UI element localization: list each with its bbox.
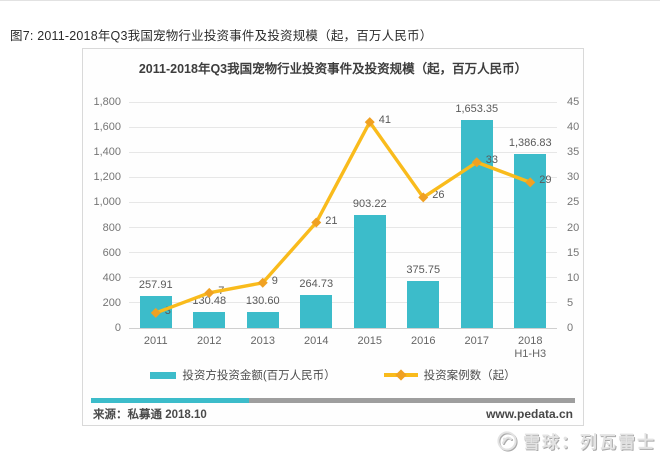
line-point-marker [418, 192, 429, 203]
diamond-marker-icon [394, 368, 407, 381]
x-axis-label: 2011 [143, 335, 168, 347]
y-axis-left-tick: 1,000 [93, 196, 121, 209]
figure-caption: 图7: 2011-2018年Q3我国宠物行业投资事件及投资规模（起，百万人民币） [10, 29, 433, 43]
line-value-label: 9 [271, 274, 278, 287]
y-axis-right-tick: 15 [567, 246, 580, 259]
y-axis-left-tick: 600 [102, 246, 121, 259]
y-axis-left-tick: 400 [102, 271, 121, 284]
y-axis-left-tick: 0 [114, 322, 121, 334]
bar-2016 [407, 280, 440, 328]
y-axis-left-tick: 1,400 [93, 146, 121, 159]
line-value-label: 29 [539, 174, 552, 187]
bar-value-label: 375.75 [406, 263, 441, 276]
y-axis-right-tick: 0 [567, 322, 574, 334]
line-value-label: 26 [432, 189, 445, 202]
line-value-label: 3 [164, 304, 171, 317]
xueqiu-logo-icon [497, 430, 517, 451]
x-axis-label: 2018 H1-H3 [514, 335, 547, 360]
bar-value-label: 264.73 [299, 277, 334, 290]
line-value-label: 21 [325, 214, 338, 227]
line-point-marker [525, 177, 536, 188]
chart-panel: 2011-2018年Q3我国宠物行业投资事件及投资规模（起，百万人民币） 257… [82, 48, 584, 426]
watermark-text: 雪球：列瓦雷士 [523, 433, 656, 452]
y-axis-right-tick: 5 [567, 296, 574, 309]
y-axis-right-tick: 40 [567, 121, 580, 134]
y-axis-right-tick: 30 [567, 171, 580, 184]
y-axis-right-tick: 45 [567, 96, 580, 108]
bar-value-label: 903.22 [352, 197, 387, 210]
bar-value-label: 257.91 [138, 278, 173, 291]
gridline [129, 252, 557, 254]
line-point-marker [471, 157, 482, 168]
legend-item-case-count: 投资案例数（起） [383, 367, 516, 383]
x-axis-label: 2012 [197, 335, 222, 347]
y-axis-left-tick: 200 [102, 296, 121, 309]
line-point-marker [150, 307, 161, 318]
bar-series-swatch-icon [150, 371, 177, 379]
line-value-label: 33 [485, 154, 498, 167]
gridline [129, 327, 557, 329]
line-point-marker [364, 117, 375, 128]
x-axis-label: 2014 [304, 335, 329, 347]
y-axis-right-tick: 10 [567, 271, 580, 284]
panel-footer: 来源：私募通 2018.10 www.pedata.cn [93, 406, 573, 422]
y-axis-right-tick: 25 [567, 196, 580, 209]
gridline [129, 277, 557, 279]
footer-divider-accent [91, 398, 249, 403]
x-axis-label: 2013 [250, 335, 275, 347]
gridline [129, 302, 557, 304]
bar-2015 [353, 214, 386, 328]
footer-divider [91, 398, 575, 403]
legend-label-investment-amount: 投资方投资金额(百万人民币） [182, 370, 336, 382]
gridline [129, 151, 557, 153]
bar-value-label: 130.60 [245, 294, 280, 307]
y-axis-left-tick: 1,200 [93, 171, 121, 184]
source-text: 来源：私募通 2018.10 [93, 409, 207, 421]
chart-title: 2011-2018年Q3我国宠物行业投资事件及投资规模（起，百万人民币） [138, 62, 528, 76]
line-series [150, 117, 536, 318]
bar-2017 [460, 120, 493, 328]
legend-label-case-count: 投资案例数（起） [423, 370, 516, 382]
gridline [129, 101, 557, 103]
line-point-marker [204, 287, 215, 298]
bar-value-label: 1,386.83 [508, 136, 552, 149]
gridline [129, 176, 557, 178]
bar-2013 [246, 311, 279, 328]
legend: 投资方投资金额(百万人民币） 投资案例数（起） [83, 367, 583, 383]
line-series-swatch-icon [383, 368, 418, 381]
line-point-marker [311, 217, 322, 228]
plot-area: 257.91 130.48 130.60 264.73 903.22 375.75 1,65… [129, 101, 557, 329]
y-axis-left-tick: 1,600 [93, 121, 121, 134]
x-axis-label: 2015 [357, 335, 382, 347]
watermark: 雪球：列瓦雷士 [497, 428, 656, 453]
y-axis-left-tick: 800 [102, 221, 121, 234]
bar-value-label: 1,653.35 [455, 103, 499, 116]
y-axis-left-tick: 1,800 [93, 96, 121, 108]
x-axis-label: 2017 [464, 335, 489, 347]
x-axis-label: 2016 [411, 335, 436, 347]
bar-2014 [300, 294, 333, 328]
gridline [129, 227, 557, 229]
bar-2012 [193, 311, 226, 328]
gridline [129, 126, 557, 128]
line-point-marker [257, 277, 268, 288]
y-axis-right-tick: 35 [567, 146, 580, 159]
legend-item-investment-amount: 投资方投资金额(百万人民币） [150, 367, 336, 383]
website-link[interactable]: www.pedata.cn [486, 407, 573, 421]
line-value-label: 41 [378, 114, 391, 127]
y-axis-right-tick: 20 [567, 221, 580, 234]
gridline [129, 201, 557, 203]
